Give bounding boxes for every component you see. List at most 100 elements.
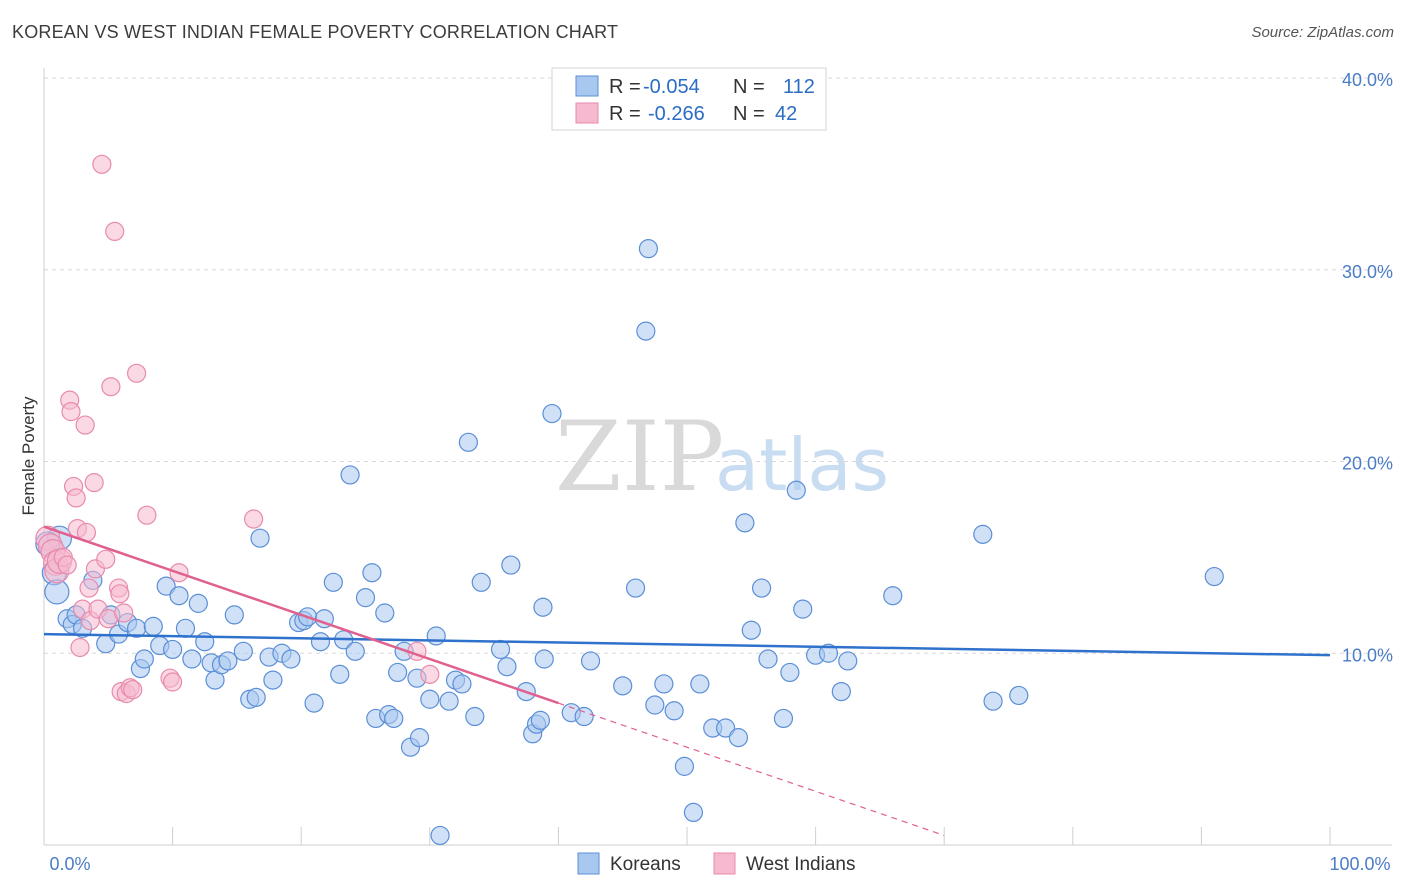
legend-korean-r-label: R = bbox=[609, 76, 641, 98]
legend-west-indian-r-label: R = bbox=[609, 103, 641, 125]
korean-point-70 bbox=[501, 555, 521, 575]
korean-point-1 bbox=[44, 579, 70, 605]
korean-point-29 bbox=[233, 641, 253, 661]
legend-korean-r-value: -0.054 bbox=[643, 76, 700, 98]
bottom-legend-swatch-west-indian bbox=[713, 852, 736, 875]
west-indian-point-30 bbox=[114, 603, 134, 623]
korean-points bbox=[35, 239, 1224, 846]
korean-point-27 bbox=[218, 651, 238, 671]
korean-point-51 bbox=[375, 603, 395, 623]
korean-point-32 bbox=[250, 528, 270, 548]
korean-point-110 bbox=[1204, 566, 1224, 587]
korean-point-17 bbox=[156, 576, 176, 596]
west-indian-point-34 bbox=[126, 363, 147, 383]
west-indian-trendline bbox=[43, 525, 559, 705]
korean-trendline bbox=[43, 632, 1331, 657]
korean-point-85 bbox=[645, 695, 665, 715]
korean-point-79 bbox=[574, 706, 594, 727]
west-indian-points bbox=[35, 154, 440, 704]
korean-point-99 bbox=[780, 662, 800, 683]
korean-point-34 bbox=[263, 670, 283, 690]
korean-point-41 bbox=[310, 632, 331, 652]
legend-swatch-korean bbox=[575, 75, 599, 97]
korean-point-101 bbox=[793, 599, 813, 619]
west-indian-point-11 bbox=[66, 488, 86, 508]
korean-point-53 bbox=[384, 708, 404, 729]
korean-point-89 bbox=[683, 802, 704, 823]
west-indian-point-41 bbox=[420, 664, 440, 684]
west-indian-point-37 bbox=[163, 672, 183, 692]
korean-point-31 bbox=[246, 687, 266, 707]
korean-point-96 bbox=[751, 578, 772, 598]
korean-point-28 bbox=[224, 605, 244, 625]
y-axis-label: Female Poverty bbox=[19, 396, 38, 516]
west-indian-point-15 bbox=[75, 415, 95, 435]
west-indian-point-25 bbox=[101, 377, 121, 397]
y-tick-label-20: 20.0% bbox=[1342, 454, 1393, 474]
legend-west-indian-r-value: -0.266 bbox=[648, 103, 705, 125]
legend: R = -0.054 N = 112 R = -0.266 N = 42 bbox=[551, 67, 827, 131]
korean-point-90 bbox=[690, 674, 710, 694]
korean-point-22 bbox=[188, 593, 208, 613]
bottom-legend-korean-label: Koreans bbox=[610, 854, 681, 875]
korean-point-74 bbox=[530, 710, 550, 730]
west-indian-point-13 bbox=[70, 637, 90, 658]
korean-point-103 bbox=[818, 643, 839, 663]
chart-title: KOREAN VS WEST INDIAN FEMALE POVERTY COR… bbox=[12, 22, 619, 42]
korean-point-67 bbox=[471, 572, 491, 592]
y-tick-labels: 10.0% 20.0% 30.0% 40.0% bbox=[1342, 70, 1393, 665]
west-indian-point-28 bbox=[110, 584, 130, 604]
korean-point-46 bbox=[340, 465, 360, 485]
korean-point-49 bbox=[362, 563, 382, 583]
west-indian-point-19 bbox=[84, 472, 104, 493]
korean-point-54 bbox=[388, 662, 408, 683]
korean-point-40 bbox=[304, 693, 324, 713]
west-indian-point-17 bbox=[79, 578, 99, 598]
korean-point-21 bbox=[182, 649, 202, 669]
korean-point-58 bbox=[409, 728, 430, 748]
korean-point-83 bbox=[636, 321, 656, 341]
y-tick-label-10: 10.0% bbox=[1342, 645, 1393, 665]
y-tick-label-30: 30.0% bbox=[1342, 262, 1393, 282]
korean-point-97 bbox=[758, 649, 778, 669]
korean-point-86 bbox=[654, 674, 674, 694]
korean-point-61 bbox=[430, 825, 450, 846]
korean-point-94 bbox=[735, 513, 755, 533]
legend-swatch-west-indian bbox=[575, 102, 599, 124]
korean-point-68 bbox=[490, 639, 511, 660]
korean-point-47 bbox=[345, 641, 365, 661]
korean-point-98 bbox=[773, 708, 794, 729]
trendlines bbox=[43, 525, 1331, 836]
korean-point-44 bbox=[330, 664, 350, 684]
west-indian-point-33 bbox=[123, 680, 143, 700]
x-tick-label-max: 100.0% bbox=[1329, 854, 1390, 874]
korean-point-80 bbox=[580, 651, 601, 671]
korean-point-84 bbox=[638, 239, 659, 259]
west-indian-point-9 bbox=[61, 402, 81, 422]
legend-korean-n-label: N = bbox=[733, 76, 765, 98]
y-tick-label-40: 40.0% bbox=[1342, 70, 1393, 90]
gridlines bbox=[44, 77, 1392, 654]
korean-point-65 bbox=[458, 432, 478, 452]
korean-point-104 bbox=[831, 681, 851, 702]
legend-korean-n-value: 112 bbox=[783, 76, 815, 98]
west-indian-point-22 bbox=[92, 154, 112, 174]
korean-point-108 bbox=[983, 691, 1003, 711]
korean-point-64 bbox=[452, 674, 472, 694]
korean-point-105 bbox=[838, 651, 858, 671]
korean-point-69 bbox=[497, 657, 517, 677]
korean-point-75 bbox=[533, 597, 553, 617]
korean-point-43 bbox=[323, 572, 343, 592]
bottom-legend: Koreans West Indians bbox=[577, 852, 855, 875]
korean-point-81 bbox=[613, 676, 633, 696]
legend-west-indian-n-label: N = bbox=[733, 103, 765, 125]
korean-point-66 bbox=[465, 706, 485, 727]
korean-point-107 bbox=[973, 524, 993, 544]
korean-point-20 bbox=[175, 618, 196, 638]
west-indian-point-26 bbox=[105, 221, 125, 241]
korean-point-88 bbox=[674, 756, 695, 776]
korean-point-77 bbox=[542, 403, 562, 424]
west-indian-point-23 bbox=[96, 549, 116, 569]
korean-point-93 bbox=[728, 728, 749, 748]
